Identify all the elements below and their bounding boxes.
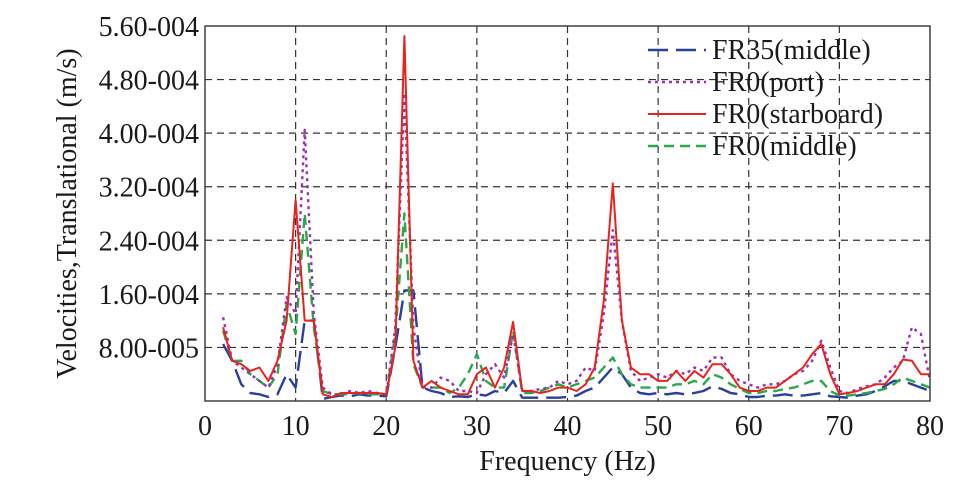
x-tick-label: 60: [735, 411, 763, 442]
series-lines: [221, 35, 932, 401]
y-tick-label: 2.40-004: [99, 226, 199, 257]
x-tick-label: 20: [372, 411, 400, 442]
series-line-2: [222, 35, 930, 398]
legend-label-3: FR0(middle): [712, 131, 857, 162]
y-axis-title: Velocities,Translational (m/s): [52, 48, 83, 378]
y-tick-label: 1.60-004: [99, 280, 199, 311]
x-tick-label: 80: [916, 411, 944, 442]
x-tick-label: 50: [644, 411, 672, 442]
x-tick-label: 0: [198, 411, 212, 442]
y-tick-label: 8.00-005: [99, 333, 199, 364]
series-line-0: [222, 289, 931, 401]
x-tick-label: 10: [282, 411, 310, 442]
x-tick-label: 40: [554, 411, 582, 442]
x-axis-title: Frequency (Hz): [479, 446, 655, 477]
y-tick-label: 4.80-004: [99, 66, 199, 97]
legend: FR35(middle)FR0(port)FR0(starboard)FR0(m…: [648, 35, 883, 162]
y-tick-label: 4.00-004: [99, 119, 199, 150]
x-tick-label: 70: [825, 411, 853, 442]
legend-label-1: FR0(port): [712, 67, 824, 98]
y-tick-label: 3.20-004: [99, 173, 199, 204]
y-axis-ticks: 8.00-005 1.60-004 2.40-004 3.20-004 4.00-004…: [99, 12, 199, 364]
legend-label-2: FR0(starboard): [712, 99, 883, 130]
x-tick-label: 30: [463, 411, 491, 442]
series-line-1: [221, 91, 932, 396]
x-axis-ticks: 0 10 20 30 40 50 60 70 80: [198, 411, 944, 442]
series-line-3: [221, 212, 931, 397]
grid-lines: [205, 26, 930, 401]
plot-frame: [204, 25, 931, 402]
y-tick-label: 5.60-004: [99, 12, 199, 43]
legend-label-0: FR35(middle): [712, 35, 871, 66]
